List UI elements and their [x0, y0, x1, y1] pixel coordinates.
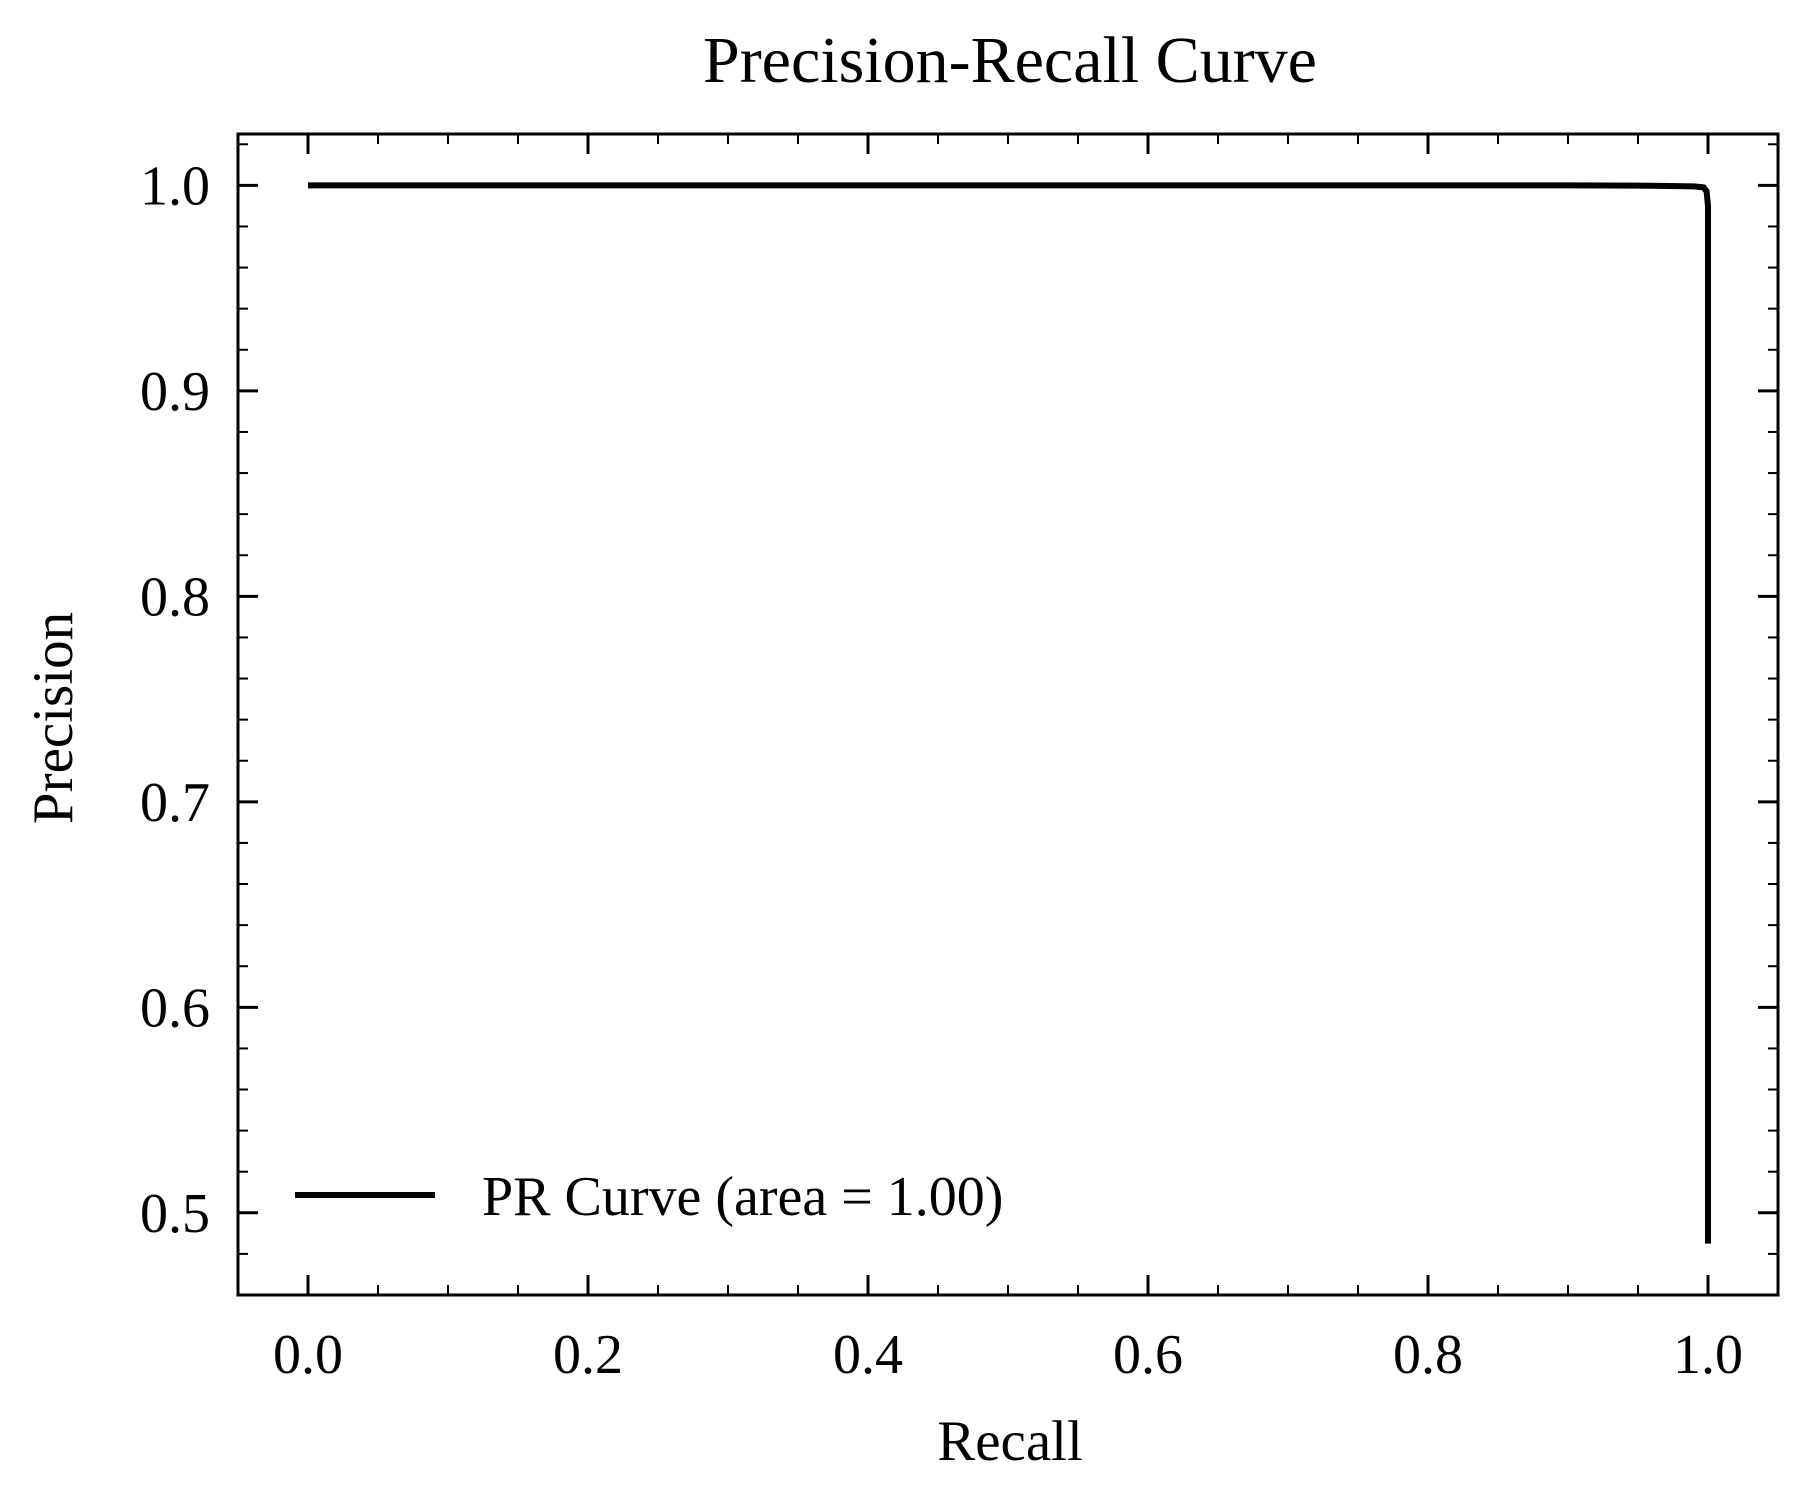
y-tick-label: 0.7 — [140, 772, 210, 834]
y-tick-label: 0.9 — [140, 361, 210, 423]
y-tick-label: 0.6 — [140, 977, 210, 1039]
x-tick-label: 0.8 — [1393, 1324, 1463, 1386]
plot-frame — [236, 132, 1780, 1297]
tick-layer: 0.0 0.2 0.4 0.6 0.8 1.0 0.5 0.6 0.7 0.8 0.9 1.0 — [140, 134, 1778, 1386]
legend-label-pr-curve: PR Curve (area = 1.00) — [482, 1166, 1003, 1228]
x-tick-label: 0.2 — [553, 1324, 623, 1386]
x-tick-label: 0.6 — [1113, 1324, 1183, 1386]
x-axis-label: Recall — [937, 1410, 1083, 1473]
y-tick-label: 0.8 — [140, 566, 210, 628]
pr-curve-line — [308, 182, 1711, 1244]
x-tick-label: 1.0 — [1673, 1324, 1743, 1386]
legend: PR Curve (area = 1.00) — [295, 1166, 1003, 1228]
y-axis-label: Precision — [22, 612, 85, 824]
y-tick-label: 0.5 — [140, 1183, 210, 1245]
series-layer — [308, 182, 1711, 1244]
x-tick-label: 0.0 — [273, 1324, 343, 1386]
y-tick-label: 1.0 — [140, 155, 210, 217]
x-tick-label: 0.4 — [833, 1324, 903, 1386]
chart-title: Precision-Recall Curve — [703, 24, 1317, 97]
